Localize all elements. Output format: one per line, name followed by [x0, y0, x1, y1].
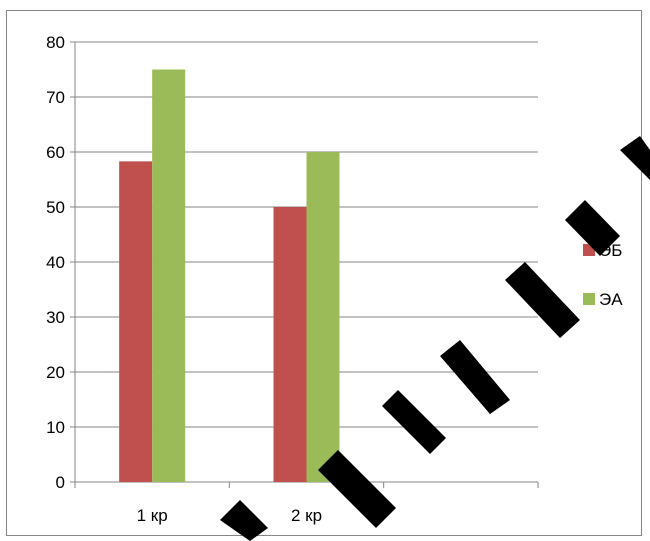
y-tick-label: 10	[46, 418, 65, 437]
bar-ЭБ-2 кр	[273, 207, 307, 482]
x-tick-label: 1 кр	[137, 506, 168, 525]
y-tick-label: 40	[46, 253, 65, 272]
bar-ЭБ-1 кр	[119, 161, 153, 482]
y-tick-label: 50	[46, 198, 65, 217]
legend-label: ЭБ	[599, 241, 622, 260]
y-tick-label: 80	[46, 33, 65, 52]
bar-ЭА-1 кр	[152, 69, 186, 482]
bar-ЭА-2 кр	[306, 152, 340, 482]
y-tick-label: 70	[46, 88, 65, 107]
x-tick-label: 2 кр	[291, 506, 322, 525]
y-tick-label: 60	[46, 143, 65, 162]
y-tick-label: 30	[46, 308, 65, 327]
legend-swatch	[583, 293, 595, 305]
y-tick-label: 20	[46, 363, 65, 382]
legend-label: ЭА	[599, 290, 623, 309]
legend-swatch	[583, 244, 595, 256]
y-tick-label: 0	[56, 473, 65, 492]
